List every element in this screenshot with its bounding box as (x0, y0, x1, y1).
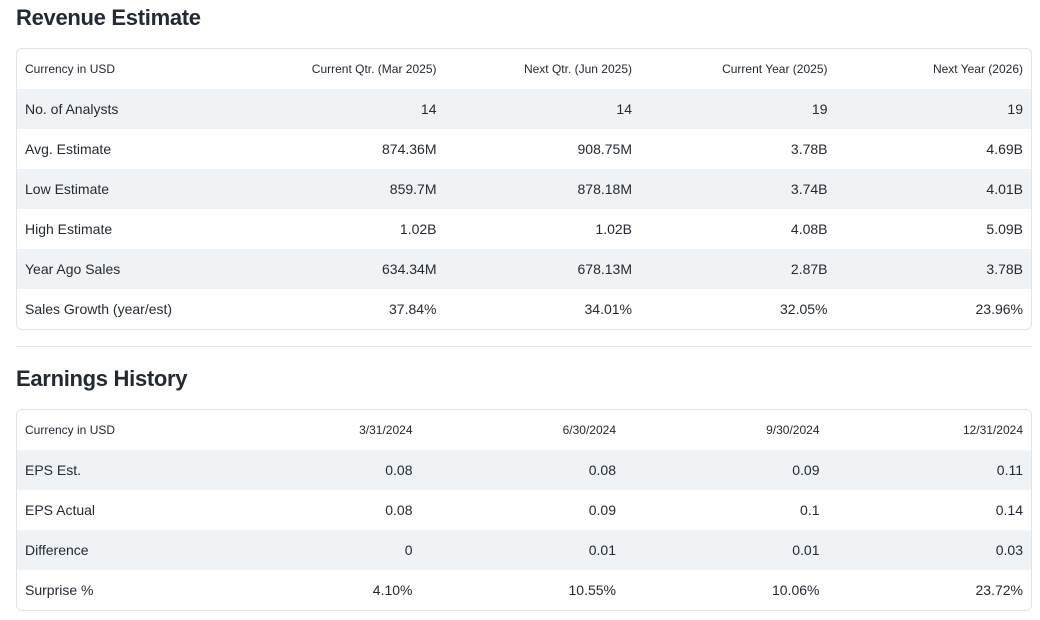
cell-value: 0.11 (996, 462, 1023, 478)
table-header-row: Currency in USD Current Qtr. (Mar 2025) … (17, 49, 1031, 89)
header-current-qtr: Current Qtr. (Mar 2025) (311, 62, 437, 76)
cell-value: 32.05% (780, 301, 828, 317)
table-row: Year Ago Sales 634.34M 678.13M 2.87B 3.7… (17, 249, 1031, 289)
revenue-estimate-title: Revenue Estimate (16, 5, 201, 30)
row-label: EPS Actual (25, 502, 96, 518)
cell-value: 14 (420, 101, 437, 117)
header-next-qtr: Next Qtr. (Jun 2025) (523, 62, 632, 76)
header-currency: Currency in USD (25, 423, 116, 437)
table-row: Difference 0 0.01 0.01 0.03 (17, 530, 1031, 570)
cell-value: 34.01% (584, 301, 632, 317)
earnings-history-table: Currency in USD 3/31/2024 6/30/2024 9/30… (16, 409, 1032, 611)
cell-value: 1.02B (399, 221, 437, 237)
header-next-year: Next Year (2026) (932, 62, 1023, 76)
cell-value: 10.06% (772, 582, 820, 598)
cell-value: 0.08 (588, 462, 616, 478)
table-row: No. of Analysts 14 14 19 19 (17, 89, 1031, 129)
cell-value: 0.08 (385, 502, 413, 518)
cell-value: 1.02B (595, 221, 632, 237)
row-label: Avg. Estimate (25, 141, 112, 157)
cell-value: 0.1 (800, 502, 820, 518)
cell-value: 859.7M (389, 181, 437, 197)
table-row: EPS Est. 0.08 0.08 0.09 0.11 (17, 450, 1031, 490)
cell-value: 0.14 (995, 502, 1023, 518)
table-header-row: Currency in USD 3/31/2024 6/30/2024 9/30… (17, 410, 1031, 450)
header-date: 6/30/2024 (562, 423, 616, 437)
row-label: Low Estimate (25, 181, 110, 197)
cell-value: 0.01 (588, 542, 616, 558)
table-row: Sales Growth (year/est) 37.84% 34.01% 32… (17, 289, 1031, 329)
header-date: 3/31/2024 (359, 423, 413, 437)
header-currency: Currency in USD (25, 62, 116, 76)
earnings-history-title: Earnings History (16, 366, 188, 391)
row-label: Surprise % (25, 582, 94, 598)
cell-value: 874.36M (382, 141, 437, 157)
cell-value: 0.03 (995, 542, 1023, 558)
cell-value: 4.69B (986, 141, 1023, 157)
header-current-year: Current Year (2025) (722, 62, 828, 76)
cell-value: 3.78B (986, 261, 1023, 277)
cell-value: 23.72% (975, 582, 1023, 598)
table-row: Low Estimate 859.7M 878.18M 3.74B 4.01B (17, 169, 1031, 209)
cell-value: 0.09 (588, 502, 616, 518)
cell-value: 5.09B (986, 221, 1023, 237)
row-label: Sales Growth (year/est) (25, 301, 173, 317)
cell-value: 634.34M (382, 261, 437, 277)
row-label: EPS Est. (25, 462, 82, 478)
table-row: Avg. Estimate 874.36M 908.75M 3.78B 4.69… (17, 129, 1031, 169)
cell-value: 3.74B (790, 181, 828, 197)
row-label: High Estimate (25, 221, 113, 237)
cell-value: 19 (811, 101, 828, 117)
row-label: Year Ago Sales (25, 261, 121, 277)
row-label: No. of Analysts (25, 101, 119, 117)
table-row: High Estimate 1.02B 1.02B 4.08B 5.09B (17, 209, 1031, 249)
cell-value: 10.55% (568, 582, 616, 598)
cell-value: 4.08B (790, 221, 828, 237)
cell-value: 19 (1007, 101, 1023, 117)
row-label: Difference (25, 542, 89, 558)
cell-value: 37.84% (389, 301, 437, 317)
cell-value: 4.01B (986, 181, 1023, 197)
cell-value: 0.09 (792, 462, 820, 478)
header-date: 12/31/2024 (962, 423, 1023, 437)
revenue-estimate-table: Currency in USD Current Qtr. (Mar 2025) … (16, 48, 1032, 330)
cell-value: 908.75M (577, 141, 632, 157)
cell-value: 0 (404, 542, 413, 558)
cell-value: 878.18M (577, 181, 632, 197)
table-row: Surprise % 4.10% 10.55% 10.06% 23.72% (17, 570, 1031, 610)
section-divider (16, 346, 1032, 347)
cell-value: 3.78B (790, 141, 828, 157)
cell-value: 4.10% (372, 582, 413, 598)
cell-value: 0.08 (385, 462, 413, 478)
cell-value: 0.01 (792, 542, 820, 558)
cell-value: 23.96% (975, 301, 1023, 317)
header-date: 9/30/2024 (766, 423, 820, 437)
cell-value: 14 (616, 101, 632, 117)
table-row: EPS Actual 0.08 0.09 0.1 0.14 (17, 490, 1031, 530)
cell-value: 2.87B (790, 261, 828, 277)
cell-value: 678.13M (577, 261, 632, 277)
